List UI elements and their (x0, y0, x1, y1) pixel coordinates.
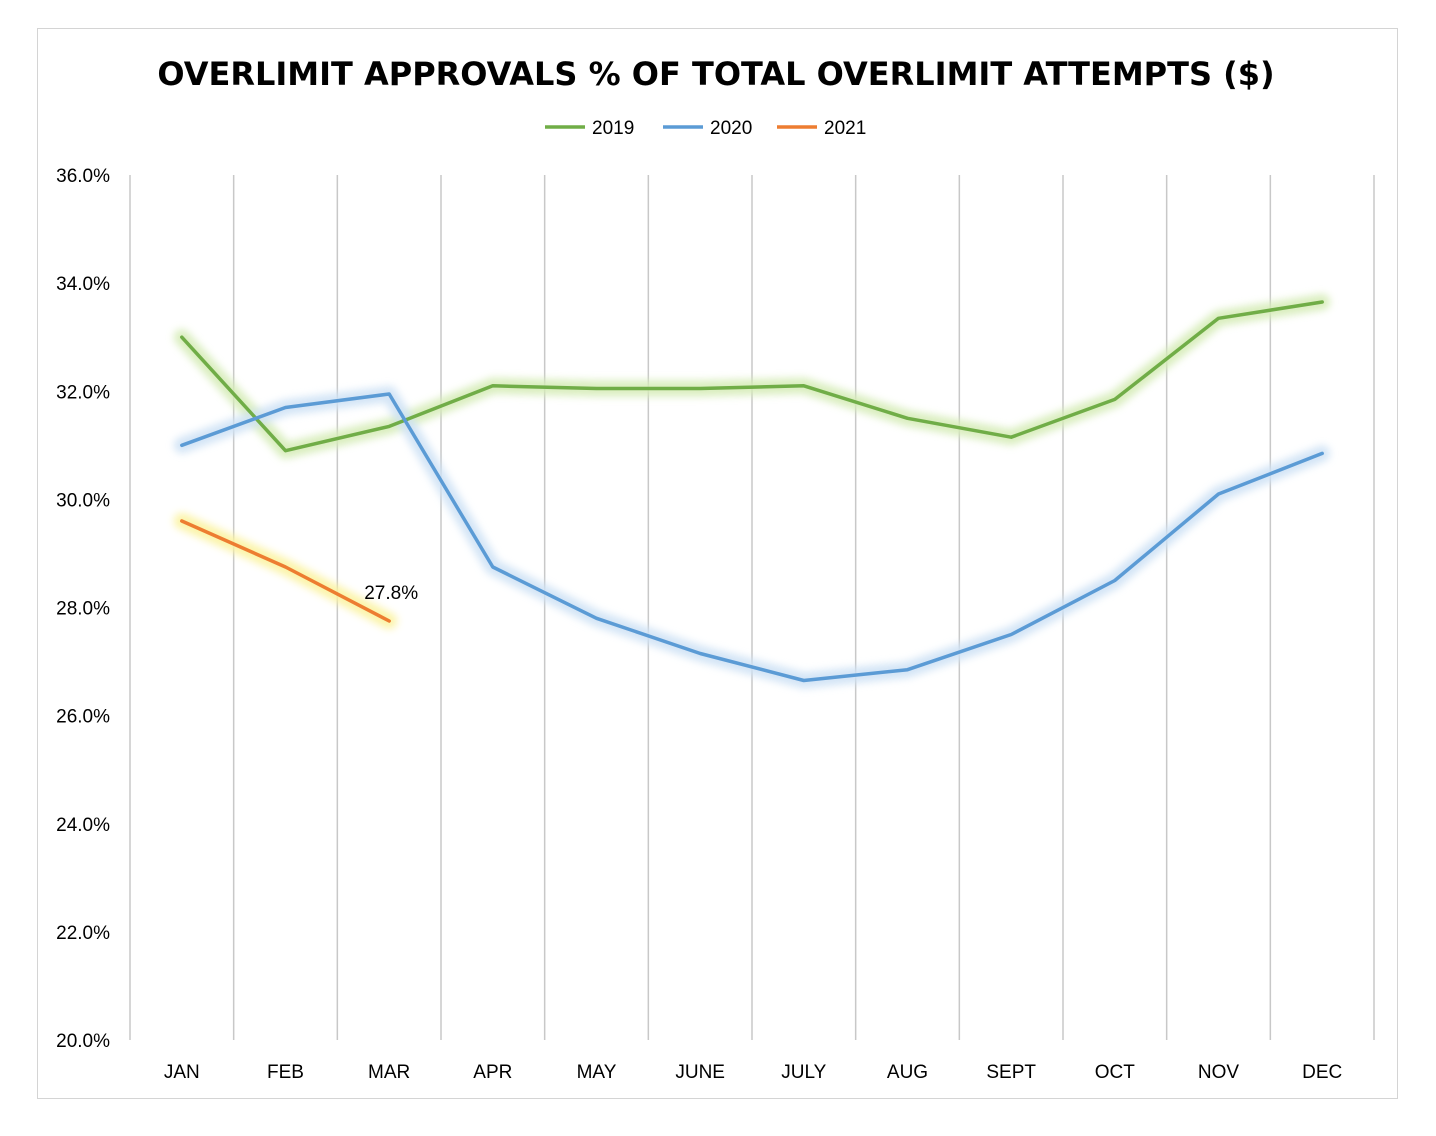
x-tick-label-jan: JAN (164, 1062, 200, 1083)
y-tick-label: 32.0% (56, 382, 110, 403)
y-tick-label: 28.0% (56, 599, 110, 620)
y-tick-label: 26.0% (56, 707, 110, 728)
y-tick-label: 20.0% (56, 1031, 110, 1052)
x-tick-label-sept: SEPT (986, 1062, 1036, 1083)
x-tick-label-may: MAY (577, 1062, 617, 1083)
x-tick-label-june: JUNE (675, 1062, 725, 1083)
y-tick-label: 30.0% (56, 490, 110, 511)
series-line-2019 (180, 300, 1324, 453)
legend-label-2020: 2020 (710, 118, 752, 139)
y-tick-label: 36.0% (56, 166, 110, 187)
legend-label-2019: 2019 (592, 118, 634, 139)
series-line-2020 (180, 392, 1324, 683)
x-tick-label-july: JULY (781, 1062, 826, 1083)
y-tick-label: 24.0% (56, 815, 110, 836)
chart-title: OVERLIMIT APPROVALS % OF TOTAL OVERLIMIT… (157, 55, 1274, 93)
gridlines (129, 175, 1375, 1040)
legend: 2019 2020 2021 (545, 118, 866, 139)
x-tick-label-mar: MAR (368, 1062, 410, 1083)
x-tick-label-feb: FEB (267, 1062, 304, 1083)
data-label-2021-mar: 27.8% (364, 583, 418, 604)
data-labels: 27.8% (364, 583, 418, 604)
y-tick-label: 34.0% (56, 274, 110, 295)
x-tick-label-apr: APR (473, 1062, 512, 1083)
series-line-2021 (180, 519, 391, 623)
x-tick-label-aug: AUG (887, 1062, 928, 1083)
y-axis: 20.0% 22.0% 24.0% 26.0% 28.0% 30.0% 32.0% 34.0%… (56, 166, 110, 1052)
x-tick-label-nov: NOV (1198, 1062, 1240, 1083)
series-lines (180, 300, 1324, 683)
y-tick-label: 22.0% (56, 923, 110, 944)
x-tick-label-dec: DEC (1302, 1062, 1342, 1083)
x-axis: JAN FEB MAR APR MAY JUNE JULY AUG SEPT OCT NOV DEC (164, 1062, 1342, 1083)
x-tick-label-oct: OCT (1095, 1062, 1136, 1083)
legend-label-2021: 2021 (824, 118, 866, 139)
